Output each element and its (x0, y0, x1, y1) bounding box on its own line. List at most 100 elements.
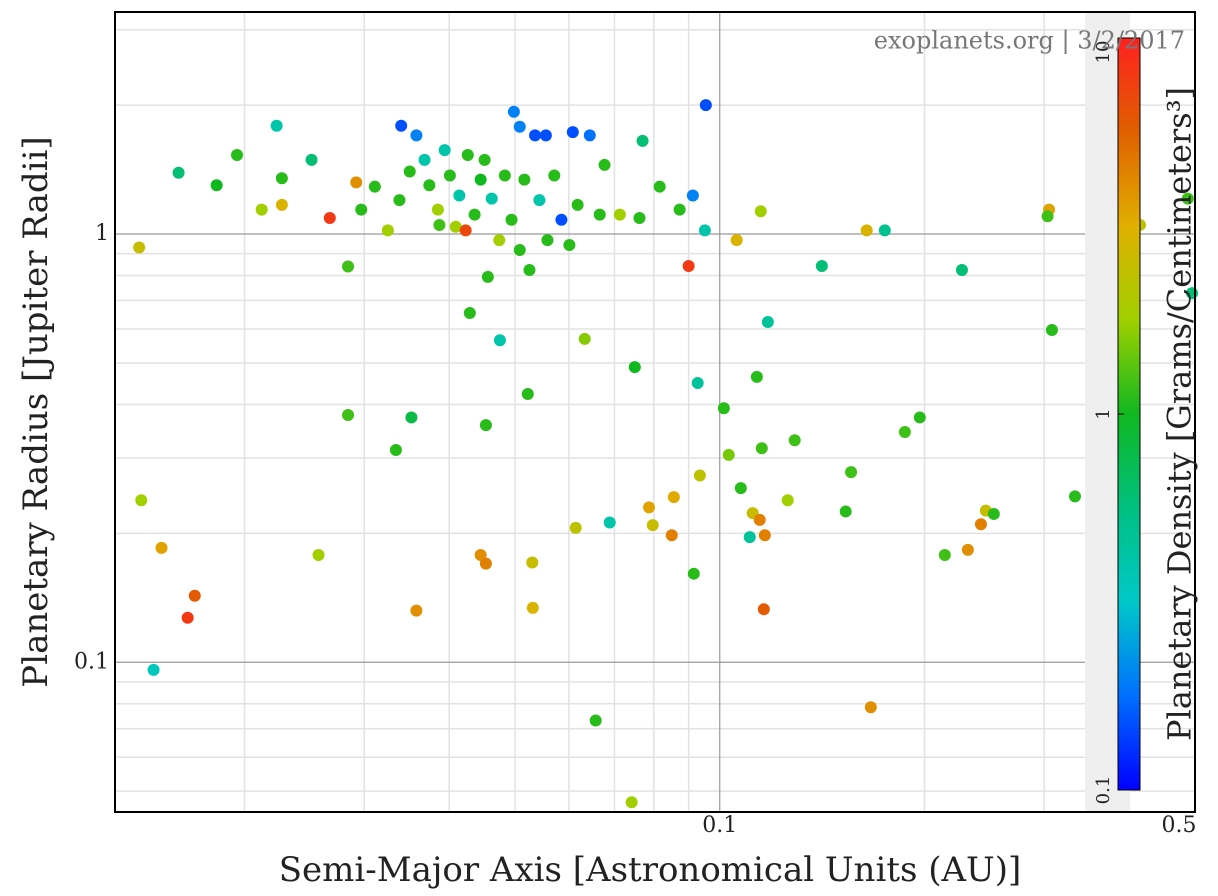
data-point (181, 611, 194, 624)
data-point (481, 270, 494, 283)
data-point (603, 516, 616, 529)
data-point (754, 205, 767, 218)
data-point (389, 444, 402, 457)
data-point (172, 166, 185, 179)
data-point (781, 494, 794, 507)
data-point (845, 466, 858, 479)
data-point (717, 402, 730, 415)
data-point (643, 501, 656, 514)
data-point (734, 482, 747, 495)
data-point (636, 134, 649, 147)
data-point (539, 129, 552, 142)
data-point (410, 129, 423, 142)
data-point (686, 189, 699, 202)
data-point (461, 148, 474, 161)
data-point (275, 172, 288, 185)
data-point (155, 541, 168, 554)
data-point (613, 208, 626, 221)
data-point (350, 176, 363, 189)
data-point (699, 99, 712, 112)
data-point (1181, 192, 1194, 205)
data-point (1045, 323, 1058, 336)
data-point (961, 543, 974, 556)
data-point (433, 218, 446, 231)
data-point (410, 604, 423, 617)
data-point (210, 179, 223, 192)
data-point (478, 153, 491, 166)
colorbar-tick-label: 0.1 (1093, 776, 1114, 805)
data-point (463, 307, 476, 320)
data-point (571, 198, 584, 211)
data-point (548, 169, 561, 182)
data-point (323, 212, 336, 225)
data-point (682, 260, 695, 273)
data-point (593, 208, 606, 221)
data-point (761, 316, 774, 329)
data-point (687, 567, 700, 580)
data-point (395, 119, 408, 132)
data-point (1041, 210, 1054, 223)
data-point (815, 260, 828, 273)
data-point (529, 129, 542, 142)
data-point (698, 224, 711, 237)
data-point (583, 129, 596, 142)
data-point (453, 189, 466, 202)
data-point (743, 531, 756, 544)
data-point (860, 224, 873, 237)
data-point (493, 234, 506, 247)
y-tick-label: 0.1 (74, 649, 109, 674)
data-point (368, 180, 381, 193)
colorbar-tick-label: 10 (1093, 41, 1114, 64)
data-point (468, 208, 481, 221)
data-point (133, 241, 146, 254)
data-point (423, 179, 436, 192)
watermark: exoplanets.org | 3/2/2017 (874, 27, 1185, 56)
data-point (431, 203, 444, 216)
data-point (493, 334, 506, 347)
data-point (518, 173, 531, 186)
data-point (513, 120, 526, 133)
data-point (667, 491, 680, 504)
y-axis-label: Planetary Radius [Jupiter Radii] (16, 136, 56, 687)
data-point (526, 601, 539, 614)
data-point (589, 714, 602, 727)
data-point (459, 224, 472, 237)
data-point (507, 105, 520, 118)
data-point (381, 224, 394, 237)
data-point (955, 264, 968, 277)
x-tick-label: 0.1 (702, 813, 737, 838)
data-point (533, 194, 546, 207)
data-point (449, 220, 462, 233)
data-point (255, 203, 268, 216)
data-point (541, 234, 554, 247)
data-point (418, 153, 431, 166)
data-point (673, 203, 686, 216)
data-point (628, 361, 641, 374)
data-point (485, 192, 498, 205)
data-point (270, 119, 283, 132)
data-point (403, 165, 416, 178)
data-point (479, 419, 492, 432)
data-point (342, 408, 355, 421)
data-point (788, 434, 801, 447)
data-point (864, 701, 877, 714)
data-point (563, 238, 576, 251)
data-point (633, 212, 646, 225)
data-point (566, 126, 579, 139)
data-point (498, 169, 511, 182)
data-point (938, 549, 951, 562)
data-point (753, 513, 766, 526)
data-point (526, 556, 539, 569)
data-point (1068, 490, 1081, 503)
data-point (474, 173, 487, 186)
data-point (755, 442, 768, 455)
data-point (342, 260, 355, 273)
colorbar-tick-label: 1 (1093, 408, 1114, 419)
data-point (513, 243, 526, 256)
data-point (505, 213, 518, 226)
data-point (987, 507, 1000, 520)
data-point (730, 234, 743, 247)
data-point (653, 180, 666, 193)
data-point (625, 796, 638, 809)
